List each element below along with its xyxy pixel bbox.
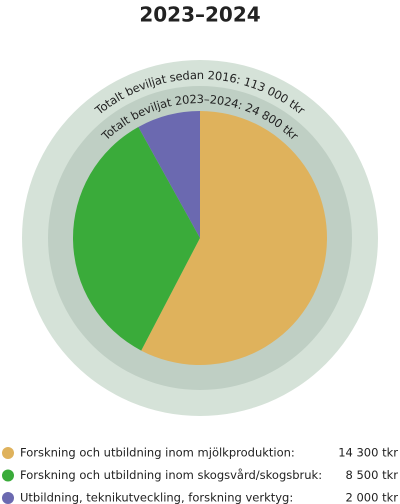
value-label: 8 500 tkr	[346, 468, 399, 482]
pie	[73, 111, 328, 365]
value-label: 14 300 tkr	[338, 446, 398, 460]
legend-label: Forskning och utbildning inom mjölkprodu…	[20, 446, 295, 460]
chart-title: 2023–2024	[139, 3, 260, 27]
legend-label: Utbildning, teknikutveckling, forskning …	[20, 491, 293, 504]
pie-slice	[138, 111, 200, 238]
pie-slice	[141, 111, 328, 365]
legend-swatch	[2, 469, 14, 482]
value-label: 2 000 tkr	[346, 491, 399, 504]
pie-slice	[73, 126, 200, 351]
legend-label: Forskning och utbildning inom skogsvård/…	[20, 468, 322, 482]
legend-swatch	[2, 492, 14, 504]
legend-swatch	[2, 447, 14, 459]
legend: Forskning och utbildning inom mjölkprodu…	[2, 446, 398, 504]
